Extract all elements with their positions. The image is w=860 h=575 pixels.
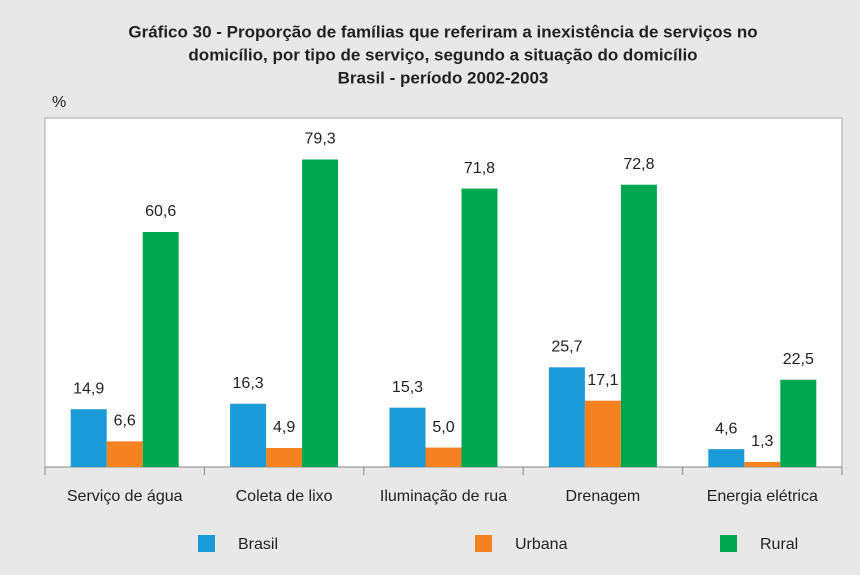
bar: [106, 441, 143, 467]
bar: [744, 461, 781, 467]
data-label: 4,6: [715, 420, 737, 437]
bar: [584, 400, 621, 467]
legend-label: Rural: [760, 536, 798, 553]
bar: [302, 159, 339, 467]
data-label: 5,0: [432, 419, 454, 436]
legend-swatch: [198, 535, 215, 552]
data-label: 6,6: [114, 413, 136, 430]
legend-swatch: [475, 535, 492, 552]
data-label: 60,6: [145, 203, 176, 220]
bar: [266, 447, 303, 467]
bar: [230, 403, 267, 467]
x-tick-label: Drenagem: [566, 488, 641, 505]
x-tick-label: Iluminação de rua: [380, 488, 507, 505]
bar: [548, 367, 585, 467]
data-label: 16,3: [233, 375, 264, 392]
legend-label: Brasil: [238, 536, 278, 553]
data-label: 4,9: [273, 419, 295, 436]
data-label: 79,3: [305, 131, 336, 148]
data-label: 14,9: [73, 380, 104, 397]
data-label: 17,1: [587, 372, 618, 389]
bar: [389, 407, 426, 467]
data-label: 15,3: [392, 379, 423, 396]
bar: [708, 449, 745, 467]
x-tick-label: Coleta de lixo: [236, 488, 333, 505]
y-axis-label: %: [52, 94, 66, 111]
bar: [461, 188, 498, 467]
bar: [425, 447, 462, 467]
chart-title: Brasil - período 2002-2003: [338, 68, 549, 87]
bar: [70, 409, 107, 467]
data-label: 22,5: [783, 351, 814, 368]
bar: [780, 379, 817, 467]
bar: [142, 232, 179, 467]
data-label: 71,8: [464, 160, 495, 177]
data-label: 25,7: [551, 339, 582, 356]
x-tick-label: Serviço de água: [67, 488, 183, 505]
legend-label: Urbana: [515, 536, 568, 553]
x-tick-label: Energia elétrica: [707, 488, 818, 505]
bar: [620, 184, 657, 467]
chart-title: Gráfico 30 - Proporção de famílias que r…: [128, 22, 757, 41]
chart-title: domicílio, por tipo de serviço, segundo …: [188, 45, 697, 64]
legend-swatch: [720, 535, 737, 552]
data-label: 72,8: [623, 156, 654, 173]
data-label: 1,3: [751, 433, 773, 450]
